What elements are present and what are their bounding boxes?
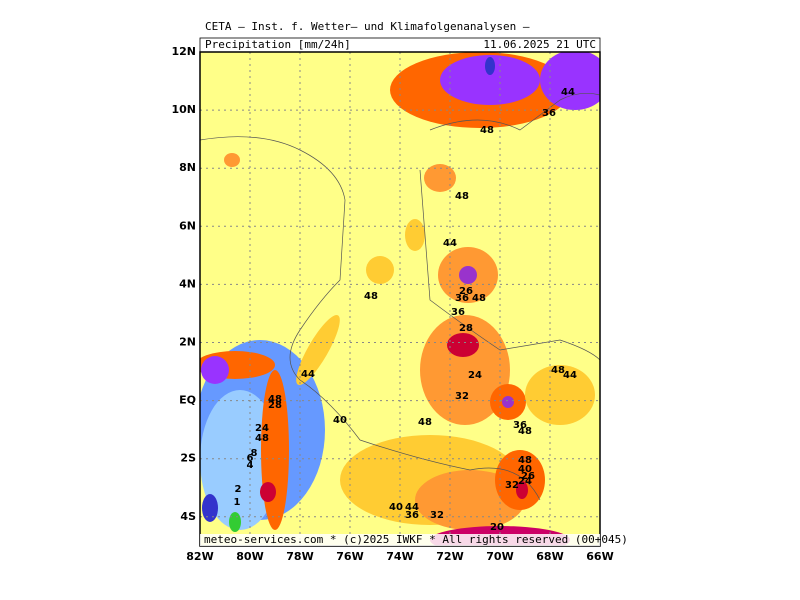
contour-label: 24 — [468, 370, 482, 381]
contour-label: 28 — [459, 323, 473, 334]
contour-label: 24 — [255, 423, 269, 434]
contour-label: 48 — [455, 191, 469, 202]
lon-label: 80W — [236, 550, 263, 563]
contour-label: 32 — [455, 391, 469, 402]
footer-box — [200, 534, 600, 546]
product-label: Precipitation [mm/24h] — [205, 38, 351, 51]
contour-label: 28 — [268, 400, 282, 411]
contour-label: 20 — [490, 522, 504, 533]
contour-label: 1 — [234, 497, 241, 508]
lat-label: 2S — [180, 452, 196, 465]
contour-label: 44 — [561, 87, 575, 98]
contour-label: 2 — [235, 484, 242, 495]
contour-label: 40 — [389, 502, 403, 513]
precip-field — [200, 52, 600, 546]
map-title: CETA — Inst. f. Wetter— und Klimafolgena… — [205, 20, 530, 33]
lon-label: 72W — [436, 550, 463, 563]
contour-label: 40 — [518, 464, 532, 475]
contour-label: 36 — [542, 108, 556, 119]
contour-label: 36 — [455, 293, 469, 304]
lat-label: 8N — [179, 161, 196, 174]
contour-label: 36 — [451, 307, 465, 318]
contour-label: 32 — [505, 480, 519, 491]
lon-label: 78W — [286, 550, 313, 563]
contour-label: 32 — [430, 510, 444, 521]
lat-label: 12N — [171, 45, 196, 58]
contour-label: 26 — [459, 286, 473, 297]
contour-label: 6 — [247, 453, 254, 464]
lat-label: EQ — [179, 394, 196, 407]
contour-label: 8 — [251, 448, 258, 459]
contour-label: 44 — [443, 238, 457, 249]
lon-label: 70W — [486, 550, 513, 563]
contour-label: 4 — [247, 460, 254, 471]
lat-label: 2N — [179, 336, 196, 349]
contour-label: 24 — [518, 476, 532, 487]
contour-label: 40 — [333, 415, 347, 426]
lon-label: 82W — [186, 550, 213, 563]
graticule — [200, 52, 600, 546]
contour-label: 48 — [364, 291, 378, 302]
lat-label: 10N — [171, 103, 196, 116]
contour-label: 44 — [563, 370, 577, 381]
lon-label: 68W — [536, 550, 563, 563]
lat-label: 4S — [180, 510, 196, 523]
footer-text: meteo-services.com * (c)2025 IWKF * All … — [204, 533, 628, 546]
contour-label: 48 — [518, 426, 532, 437]
contour-label: 36 — [513, 420, 527, 431]
contour-label: 48 — [418, 417, 432, 428]
contour-label: 26 — [521, 471, 535, 482]
contour-label: 44 — [405, 502, 419, 513]
contour-label: 44 — [301, 369, 315, 380]
lat-label: 6N — [179, 219, 196, 232]
contour-label: 48 — [480, 125, 494, 136]
lon-label: 74W — [386, 550, 413, 563]
lat-label: 4N — [179, 277, 196, 290]
contour-label: 48 — [255, 433, 269, 444]
contour-label: 48 — [518, 455, 532, 466]
contour-label: 48 — [472, 293, 486, 304]
contour-label: 36 — [405, 510, 419, 521]
valid-time: 11.06.2025 21 UTC — [483, 38, 596, 51]
contour-label: 48 — [551, 365, 565, 376]
contour-label: 48 — [268, 394, 282, 405]
lon-label: 76W — [336, 550, 363, 563]
lon-label: 66W — [586, 550, 613, 563]
